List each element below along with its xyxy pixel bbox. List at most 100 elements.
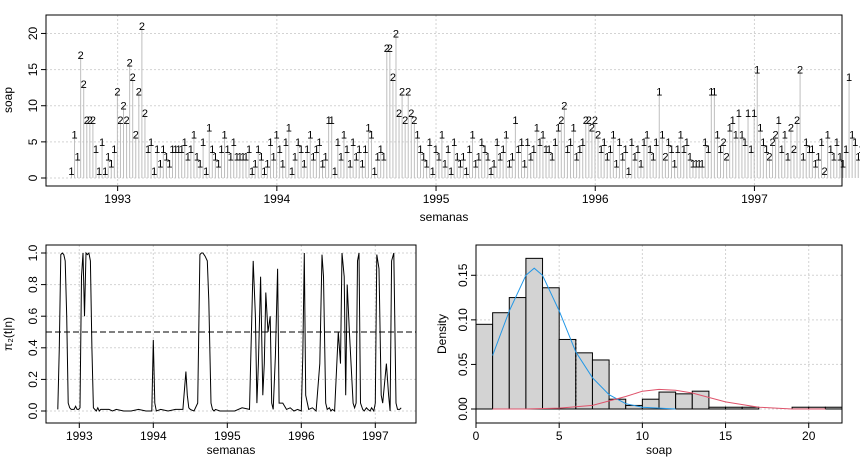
series-point: 2 (402, 115, 408, 127)
series-point: 1 (197, 159, 203, 171)
series-point: 1 (261, 166, 267, 178)
series-x-axis: 1993 1994 1995 1996 1997 (104, 186, 768, 206)
hist-x-title: soap (646, 443, 672, 457)
series-point: 1 (840, 159, 846, 171)
series-point: 1 (540, 130, 546, 142)
series-point: 1 (521, 159, 527, 171)
series-point: 1 (506, 159, 512, 171)
series-point: 1 (763, 144, 769, 156)
series-point: 1 (295, 137, 301, 149)
series-point: 2 (788, 122, 794, 134)
series-point: 1 (665, 137, 671, 149)
hist-x-tick-label: 10 (636, 429, 650, 443)
series-point: 2 (408, 108, 414, 120)
series-point: 1 (304, 144, 310, 156)
series-stems (70, 26, 859, 178)
series-point: 1 (417, 144, 423, 156)
series-point: 1 (371, 166, 377, 178)
series-point: 1 (528, 151, 534, 163)
hist-density-curve-2 (492, 388, 826, 410)
series-point: 2 (589, 122, 595, 134)
series-point: 1 (267, 137, 273, 149)
series-point: 2 (127, 57, 133, 69)
series-point: 1 (375, 151, 381, 163)
series-point: 1 (252, 159, 258, 171)
series-point: 1 (221, 130, 227, 142)
prob-line (57, 251, 402, 413)
series-point: 1 (494, 137, 500, 149)
series-point: 1 (445, 144, 451, 156)
series-point: 1 (717, 144, 723, 156)
series-point: 1 (359, 159, 365, 171)
series-point: 2 (136, 86, 142, 98)
series-point: 1 (644, 130, 650, 142)
series-point: 2 (791, 144, 797, 156)
series-point: 1 (699, 159, 705, 171)
series-point: 1 (93, 144, 99, 156)
series-point: 1 (543, 144, 549, 156)
series-point: 1 (509, 151, 515, 163)
series-point: 1 (537, 137, 543, 149)
series-point: 1 (739, 130, 745, 142)
series-point: 2 (90, 115, 96, 127)
series-point: 1 (68, 166, 74, 178)
series-point: 1 (672, 159, 678, 171)
series-point: 1 (298, 144, 304, 156)
prob-y-tick-label: 0.0 (26, 402, 40, 419)
hist-panel: 0.00 0.05 0.10 0.15 0 5 10 15 20 soap Density (435, 244, 843, 457)
prob-y-title: π₂(t|n) (1, 317, 15, 351)
series-point: 1 (479, 137, 485, 149)
series-point: 1 (684, 137, 690, 149)
series-point: 1 (469, 130, 475, 142)
series-point: 1 (574, 151, 580, 163)
series-point: 1 (362, 144, 368, 156)
series-point: 1 (350, 137, 356, 149)
series-point: 1 (491, 159, 497, 171)
hist-x-tick-label: 20 (802, 429, 816, 443)
series-point: 2 (130, 72, 136, 84)
series-point: 1 (702, 137, 708, 149)
series-point: 1 (313, 144, 319, 156)
series-point: 1 (650, 151, 656, 163)
series-point: 1 (635, 144, 641, 156)
prob-y-tick-label: 0.4 (26, 339, 40, 356)
series-point: 1 (215, 159, 221, 171)
series-point: 2 (583, 115, 589, 127)
hist-density-curve-1 (492, 267, 676, 410)
series-point: 1 (776, 115, 782, 127)
series-point: 1 (607, 144, 613, 156)
series-point: 1 (534, 122, 540, 134)
prob-x-tick-label: 1995 (214, 429, 241, 443)
series-point: 2 (794, 115, 800, 127)
series-point: 1 (515, 144, 521, 156)
series-point: 1 (497, 151, 503, 163)
series-point: 1 (754, 65, 760, 77)
series-point: 1 (638, 159, 644, 171)
series-point: 1 (482, 144, 488, 156)
series-point: 2 (766, 151, 772, 163)
series-point: 1 (166, 159, 172, 171)
series-point: 1 (647, 144, 653, 156)
series-point: 1 (485, 151, 491, 163)
series-point: 1 (742, 137, 748, 149)
series-point: 2 (87, 115, 93, 127)
series-panel: 1112222211111112222222222111111111111111… (1, 14, 860, 224)
series-point: 1 (733, 130, 739, 142)
series-point: 1 (457, 159, 463, 171)
series-point: 1 (436, 151, 442, 163)
series-x-tick-label: 1995 (423, 192, 450, 206)
series-point: 2 (720, 137, 726, 149)
series-y-tick-label: 10 (26, 99, 40, 113)
series-point: 1 (75, 151, 81, 163)
series-point: 1 (234, 151, 240, 163)
series-point: 2 (399, 86, 405, 98)
series-point: 1 (424, 159, 430, 171)
series-point: 1 (218, 144, 224, 156)
hist-bar (575, 352, 593, 410)
series-point: 1 (191, 130, 197, 142)
series-point: 2 (114, 86, 120, 98)
hist-x-tick-label: 15 (719, 429, 733, 443)
series-point: 1 (430, 166, 436, 178)
series-point: 2 (411, 115, 417, 127)
hist-bar (741, 406, 760, 410)
